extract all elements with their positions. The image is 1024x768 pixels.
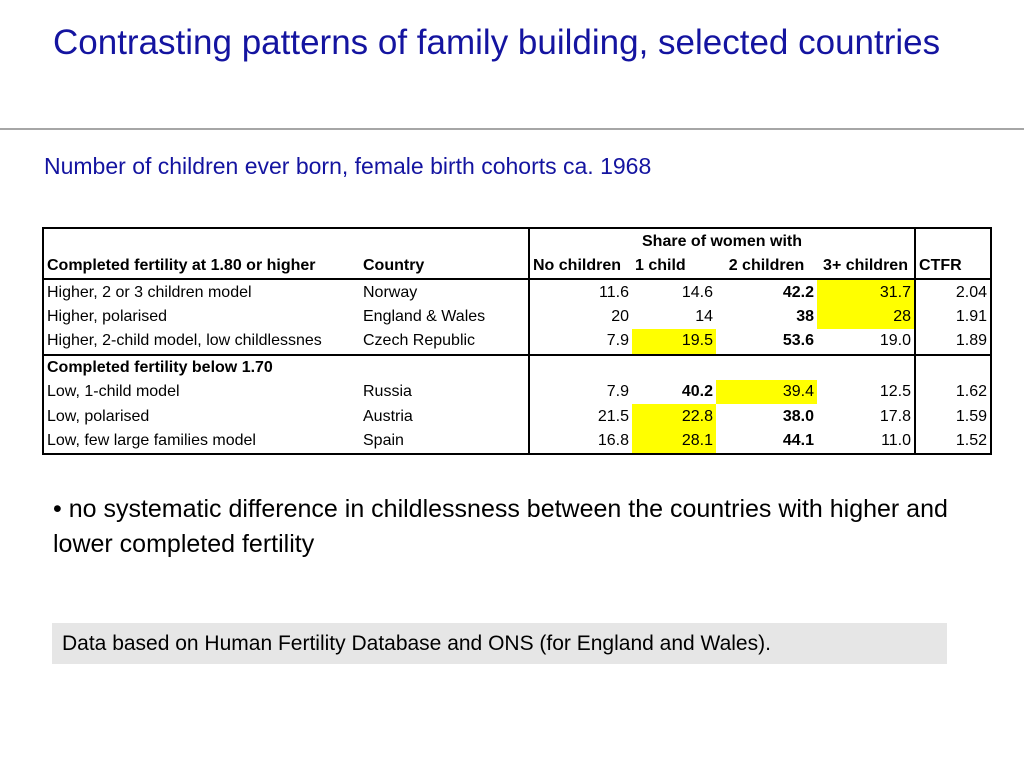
source-note: Data based on Human Fertility Database a… — [52, 623, 947, 664]
cell-ctfr: 1.91 — [914, 304, 993, 330]
cell-three-plus: 17.8 — [879, 407, 912, 425]
section-header-row: Completed fertility below 1.70 — [42, 354, 993, 380]
table-column-header-row: Completed fertility at 1.80 or higher Co… — [42, 254, 993, 281]
row-category: Low, polarised — [42, 404, 360, 429]
no-children-header: No children — [528, 254, 632, 281]
bullet-note: • no systematic difference in childlessn… — [53, 495, 948, 558]
empty-header-cell — [42, 227, 360, 254]
cell-three-plus: 19.0 — [817, 329, 916, 356]
slide-subtitle: Number of children ever born, female bir… — [44, 153, 652, 179]
table-row: Higher, polarised England & Wales 20 14 … — [42, 304, 993, 330]
cell-ctfr: 1.62 — [914, 379, 993, 405]
row-category: Higher, polarised — [42, 304, 360, 330]
row-category: Higher, 2 or 3 children model — [42, 279, 360, 305]
cell-no-children: 7.9 — [528, 379, 632, 405]
cell-ctfr: 1.52 — [914, 428, 993, 456]
cell-ctfr: 2.04 — [914, 279, 993, 305]
three-plus-header: 3+ children — [817, 254, 916, 281]
cell-three-plus: 28 — [817, 304, 916, 330]
cell-no-children: 20 — [528, 304, 632, 330]
section-low-label: Completed fertility below 1.70 — [42, 354, 529, 380]
cell-one-child: 19.5 — [632, 329, 716, 356]
ctfr-header: CTFR — [914, 254, 993, 281]
empty-cell — [914, 354, 993, 380]
table-row: Higher, 2-child model, low childlessnes … — [42, 329, 993, 356]
cell-two-children: 44.1 — [716, 428, 817, 456]
title-divider — [0, 128, 1024, 130]
cell-one-child: 28.1 — [632, 428, 716, 456]
table-row: Low, polarised Austria 21.5 22.8 38.0 17… — [42, 404, 993, 429]
row-category: Higher, 2-child model, low childlessnes — [42, 329, 360, 356]
row-country: Spain — [360, 428, 529, 456]
cell-one-child: 14 — [695, 307, 713, 325]
row-country: Russia — [363, 383, 412, 401]
cell-one-child: 40.2 — [681, 383, 713, 401]
cell-no-children: 7.9 — [528, 329, 632, 356]
cell-ctfr: 1.59 — [914, 404, 993, 429]
row-country: Norway — [363, 283, 418, 301]
cell-three-plus: 12.5 — [879, 383, 912, 401]
cell-two-children: 38.0 — [782, 407, 814, 425]
country-header: Country — [360, 254, 529, 281]
row-country: Austria — [363, 407, 413, 425]
row-category: Low, few large families model — [42, 428, 360, 456]
empty-header-cell — [360, 227, 529, 254]
cell-ctfr: 1.89 — [914, 329, 993, 356]
cell-two-children: 42.2 — [782, 283, 814, 301]
one-child-header: 1 child — [632, 254, 716, 281]
cell-no-children: 11.6 — [528, 279, 632, 305]
two-children-header: 2 children — [716, 254, 817, 281]
empty-cell — [527, 354, 916, 380]
cell-one-child: 14.6 — [681, 283, 713, 301]
cell-three-plus: 31.7 — [817, 279, 916, 305]
row-country: Czech Republic — [360, 329, 529, 356]
share-of-women-header: Share of women with — [527, 227, 916, 254]
cell-two-children: 53.6 — [716, 329, 817, 356]
row-country: England & Wales — [363, 307, 486, 325]
cell-two-children: 38 — [796, 307, 814, 325]
fertility-table: Share of women with Completed fertility … — [42, 227, 993, 456]
cell-three-plus: 11.0 — [817, 428, 916, 456]
cell-two-children: 39.4 — [716, 379, 817, 405]
table-row: Low, few large families model Spain 16.8… — [42, 428, 993, 456]
table-row: Low, 1-child model Russia 7.9 40.2 39.4 … — [42, 379, 993, 405]
empty-header-cell — [914, 227, 993, 254]
row-category: Low, 1-child model — [42, 379, 360, 405]
table-group-header-row: Share of women with — [42, 227, 993, 254]
cell-one-child: 22.8 — [632, 404, 716, 429]
category-header: Completed fertility at 1.80 or higher — [42, 254, 360, 281]
slide-title: Contrasting patterns of family building,… — [53, 23, 941, 62]
table-row: Higher, 2 or 3 children model Norway 11.… — [42, 279, 993, 305]
cell-no-children: 16.8 — [528, 428, 632, 456]
cell-no-children: 21.5 — [528, 404, 632, 429]
